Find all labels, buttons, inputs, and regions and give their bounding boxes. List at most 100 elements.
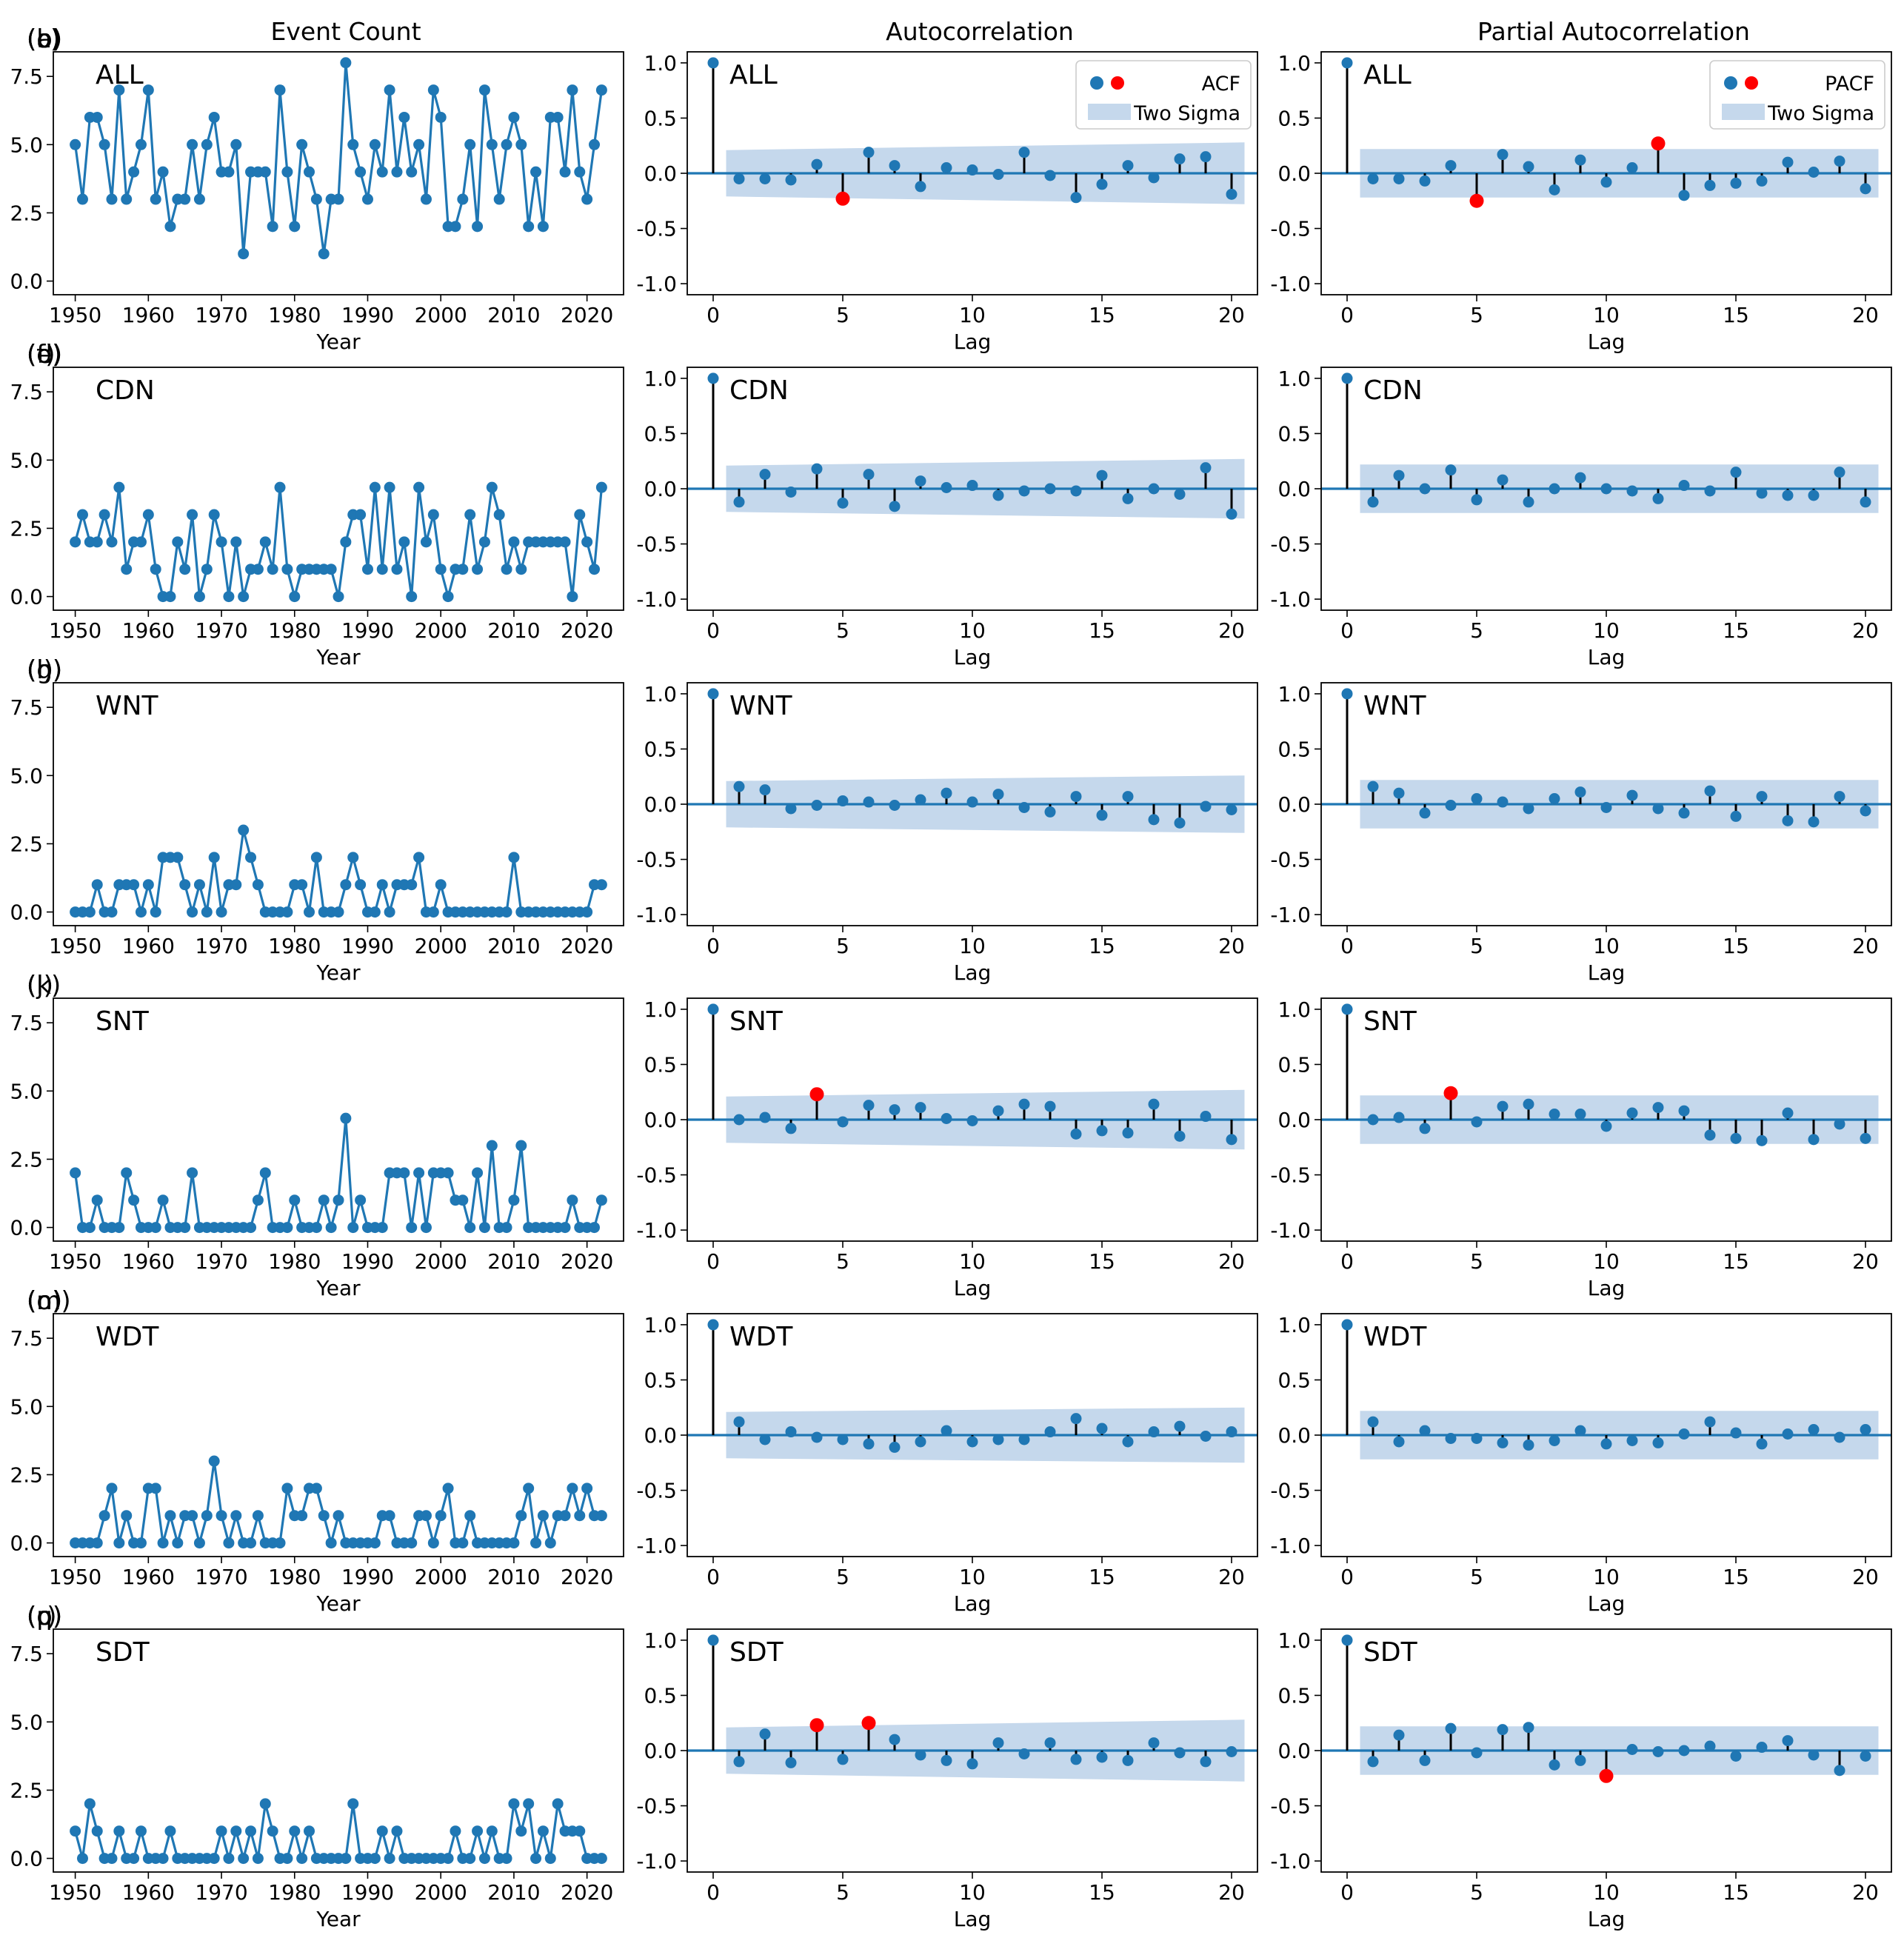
stem-marker [1471, 793, 1483, 805]
stem-marker [915, 1749, 926, 1761]
stem-marker [759, 469, 771, 481]
stem-marker [1122, 1127, 1134, 1139]
y-tick-label: 0.0 [1277, 477, 1311, 501]
y-tick-label: -0.5 [1270, 848, 1311, 872]
stem-marker [1393, 469, 1405, 481]
data-point [515, 1140, 527, 1152]
x-tick-label: 10 [959, 1565, 986, 1589]
stem-marker [1808, 1134, 1820, 1146]
stem-marker [1341, 57, 1353, 69]
x-tick-label: 2000 [415, 303, 467, 327]
data-point [340, 57, 352, 69]
data-point [530, 166, 542, 178]
stem-marker [1122, 1436, 1134, 1448]
data-point [98, 1510, 110, 1522]
x-axis-label: Year [315, 645, 361, 669]
data-point [76, 509, 88, 521]
stem-marker [1226, 1426, 1237, 1438]
x-tick-label: 2010 [487, 1880, 540, 1905]
data-point [552, 111, 564, 123]
region-label: WDT [1363, 1322, 1427, 1352]
stem-marker [1018, 147, 1030, 158]
data-point [142, 879, 154, 891]
stem-marker [1471, 1432, 1483, 1444]
data-point [450, 1825, 461, 1837]
stem-marker [837, 1434, 849, 1445]
stem-marker [1070, 791, 1082, 803]
stem-marker [1782, 1428, 1794, 1440]
stem-marker [1626, 1107, 1638, 1119]
data-point [84, 1798, 96, 1810]
x-tick-label: 1990 [341, 934, 394, 958]
data-point [340, 1112, 352, 1124]
data-point [435, 1510, 447, 1522]
stem-marker [1574, 472, 1586, 484]
data-point [208, 1455, 220, 1467]
x-tick-label: 1950 [49, 1565, 101, 1589]
panel-p: (p) 1950 1960 1970 1980 1990 2000 2010 2020 0.0 2.… [10, 1602, 624, 1931]
stem-marker [1070, 1413, 1082, 1425]
stem-marker [1860, 1750, 1871, 1762]
y-tick-label: -1.0 [636, 587, 677, 612]
region-label: WNT [96, 691, 159, 721]
data-point [574, 166, 586, 178]
data-point [442, 591, 454, 603]
panel-letter: (n) [27, 1286, 62, 1316]
data-point [267, 1825, 278, 1837]
data-point [493, 509, 505, 521]
data-point [472, 1167, 484, 1179]
x-axis-label: Year [315, 1907, 361, 1931]
stem-marker [1367, 781, 1379, 792]
stem-marker [1523, 1098, 1534, 1110]
data-point [376, 879, 388, 891]
x-tick-label: 2000 [415, 1880, 467, 1905]
stem-marker [1756, 791, 1768, 803]
panel-letter: (e) [27, 340, 61, 370]
data-point [544, 1537, 556, 1549]
stem-marker [811, 463, 823, 475]
x-tick-label: 2020 [561, 1565, 613, 1589]
data-point [384, 1853, 395, 1865]
data-point [391, 1825, 403, 1837]
data-point [472, 1825, 484, 1837]
stem-marker [1044, 483, 1056, 495]
y-tick-label: -1.0 [1270, 1218, 1311, 1243]
x-tick-label: 1970 [195, 1565, 247, 1589]
stem-marker [1044, 1737, 1056, 1749]
data-point [333, 1194, 344, 1206]
stem-marker [1782, 1735, 1794, 1747]
data-point [164, 1510, 176, 1522]
region-label: SNT [96, 1006, 150, 1037]
x-axis-label: Lag [954, 330, 992, 354]
data-point [193, 879, 205, 891]
y-tick-label: -1.0 [636, 272, 677, 296]
data-point [318, 1194, 330, 1206]
y-tick-label: 0.0 [1277, 792, 1311, 817]
x-tick-label: 1950 [49, 303, 101, 327]
axes-frame [687, 997, 1258, 1242]
x-tick-label: 5 [836, 618, 849, 643]
data-point [187, 509, 198, 521]
panel-letter: (g) [27, 655, 62, 685]
x-tick-label: 20 [1852, 618, 1879, 643]
data-point [427, 1537, 439, 1549]
x-tick-label: 2010 [487, 1565, 540, 1589]
x-tick-label: 1960 [122, 303, 175, 327]
data-point [201, 138, 213, 150]
stem-marker [1044, 1426, 1056, 1438]
data-point [384, 906, 395, 918]
stem-marker [1122, 160, 1134, 172]
x-tick-label: 2010 [487, 1249, 540, 1274]
y-tick-label: 0.5 [644, 106, 677, 130]
data-point [457, 564, 469, 575]
significant-marker [809, 1087, 824, 1102]
column-title-autocorrelation: Autocorrelation [886, 17, 1074, 46]
stem-marker [915, 1436, 926, 1448]
region-label: ALL [1363, 60, 1412, 90]
x-tick-label: 5 [1470, 1249, 1483, 1274]
stem-marker [1419, 807, 1431, 819]
y-tick-label: 2.5 [10, 1463, 43, 1487]
stem-marker [1756, 1134, 1768, 1146]
stem-marker [785, 1123, 797, 1134]
legend-label-marker: ACF [1202, 73, 1240, 96]
